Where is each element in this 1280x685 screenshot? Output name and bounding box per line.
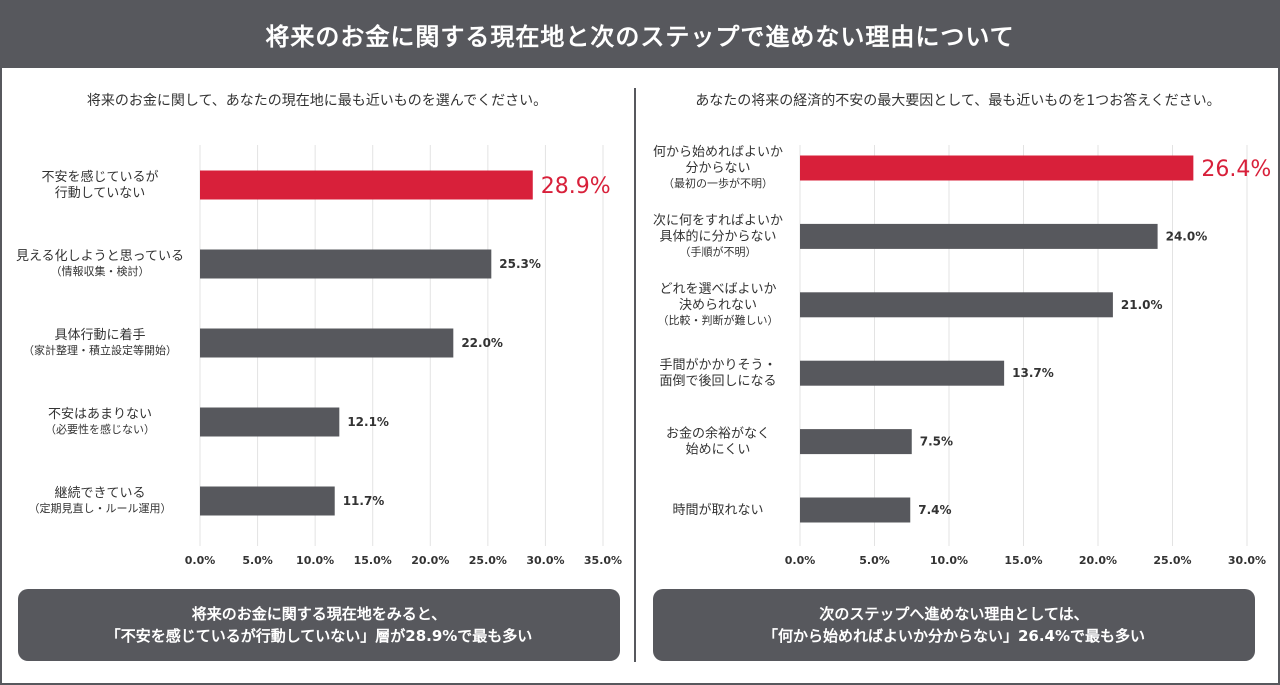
right-category-label: 何から始めればよいか: [653, 144, 783, 160]
right-category-label: 時間が取れない: [672, 503, 763, 518]
right-panel: あなたの将来の経済的不安の最大要因として、最も近いものを1つお答えください。 0…: [636, 68, 1280, 685]
left-bar: [200, 486, 335, 516]
left-summary-line2: 「不安を感じているが行動していない」層が28.9%で最も多い: [105, 627, 533, 645]
left-bar-chart: 0.0% 5.0% 10.0% 15.0% 20.0% 25.0% 30.0% 35.0% 28…: [16, 145, 622, 567]
right-question: あなたの将来の経済的不安の最大要因として、最も近いものを1つお答えください。: [695, 93, 1221, 109]
right-value-label: 7.5%: [920, 435, 953, 449]
right-category-sublabel: （最初の一歩が不明）: [663, 176, 773, 190]
left-panel: 将来のお金に関して、あなたの現在地に最も近いものを選んでください。 0.0% 5.…: [0, 68, 634, 685]
right-bar: [800, 292, 1113, 318]
left-category-label: 見える化しようと思っている: [16, 249, 184, 264]
right-x-tick-label: 30.0%: [1228, 554, 1266, 567]
right-category-label: 決められない: [679, 298, 757, 313]
right-category-label: 具体的に分からない: [659, 228, 776, 244]
left-x-tick-label: 30.0%: [526, 554, 564, 567]
left-x-tick-label: 20.0%: [411, 554, 449, 567]
right-value-label: 24.0%: [1166, 229, 1208, 243]
left-category-label: 継続できている: [54, 486, 145, 501]
right-category-label: 手間がかかりそう・: [659, 358, 776, 373]
left-category-sublabel: （必要性を感じない）: [45, 422, 155, 436]
right-value-label: 26.4%: [1201, 157, 1271, 182]
left-bar: [200, 170, 533, 200]
left-value-label: 28.9%: [541, 174, 611, 199]
left-value-label: 12.1%: [347, 415, 389, 429]
right-x-tick-label: 25.0%: [1153, 554, 1191, 567]
left-value-label: 22.0%: [461, 336, 503, 350]
left-x-tick-label: 25.0%: [469, 554, 507, 567]
right-category-label: 面倒で後回しになる: [659, 374, 776, 389]
right-bar-chart: 0.0% 5.0% 10.0% 15.0% 20.0% 25.0% 30.0% 26.4% 何か…: [653, 144, 1271, 567]
left-x-tick-label: 5.0%: [242, 554, 273, 567]
left-bar: [200, 249, 492, 279]
right-category-label: お金の余裕がなく: [666, 426, 770, 442]
left-category-sublabel: （定期見直し・ルール運用）: [29, 501, 172, 515]
left-category-label: 不安はあまりない: [48, 407, 152, 422]
left-bar: [200, 407, 340, 437]
right-x-tick-label: 15.0%: [1004, 554, 1042, 567]
right-bar: [800, 155, 1194, 181]
right-category-label: 始めにくい: [686, 443, 751, 458]
left-bar: [200, 328, 454, 358]
right-category-sublabel: （手順が不明）: [680, 244, 757, 258]
left-category-label: 行動していない: [55, 186, 146, 201]
right-summary-box: 次のステップへ進めない理由としては、 「何から始めればよいか分からない」26.4…: [653, 589, 1255, 661]
page-title: 将来のお金に関する現在地と次のステップで進めない理由について: [0, 0, 1280, 68]
left-category-label: 具体行動に着手: [54, 327, 145, 343]
right-bar: [800, 429, 912, 455]
right-bar: [800, 223, 1158, 249]
left-x-tick-label: 0.0%: [185, 554, 216, 567]
left-x-tick-label: 10.0%: [296, 554, 334, 567]
right-category-label: 次に何をすればよいか: [653, 212, 783, 228]
right-bar: [800, 360, 1005, 386]
left-summary-line1: 将来のお金に関する現在地をみると、: [191, 605, 447, 623]
left-category-sublabel: （家計整理・積立設定等開始）: [23, 343, 177, 357]
panel-divider: [634, 88, 636, 662]
right-value-label: 21.0%: [1121, 298, 1163, 312]
left-summary-box: 将来のお金に関する現在地をみると、 「不安を感じているが行動していない」層が28…: [18, 589, 620, 661]
right-summary-line1: 次のステップへ進めない理由としては、: [819, 605, 1089, 623]
right-x-tick-label: 5.0%: [859, 554, 890, 567]
right-value-label: 13.7%: [1012, 366, 1054, 380]
right-category-label: 分からない: [685, 161, 750, 176]
left-category-sublabel: （情報収集・検討）: [51, 264, 150, 278]
right-x-tick-label: 0.0%: [785, 554, 816, 567]
right-x-tick-label: 20.0%: [1079, 554, 1117, 567]
left-value-label: 11.7%: [343, 494, 385, 508]
right-summary-line2: 「何から始めればよいか分からない」26.4%で最も多い: [762, 627, 1146, 645]
left-value-label: 25.3%: [499, 257, 541, 271]
right-bar: [800, 497, 911, 523]
left-question: 将来のお金に関して、あなたの現在地に最も近いものを選んでください。: [86, 93, 548, 109]
left-x-tick-label: 35.0%: [584, 554, 622, 567]
right-value-label: 7.4%: [918, 503, 951, 517]
right-category-sublabel: （比較・判断が難しい）: [658, 313, 779, 327]
right-x-tick-label: 10.0%: [930, 554, 968, 567]
left-x-tick-label: 15.0%: [354, 554, 392, 567]
right-category-label: どれを選べばよいか: [659, 282, 776, 297]
left-category-label: 不安を感じているが: [41, 169, 158, 185]
